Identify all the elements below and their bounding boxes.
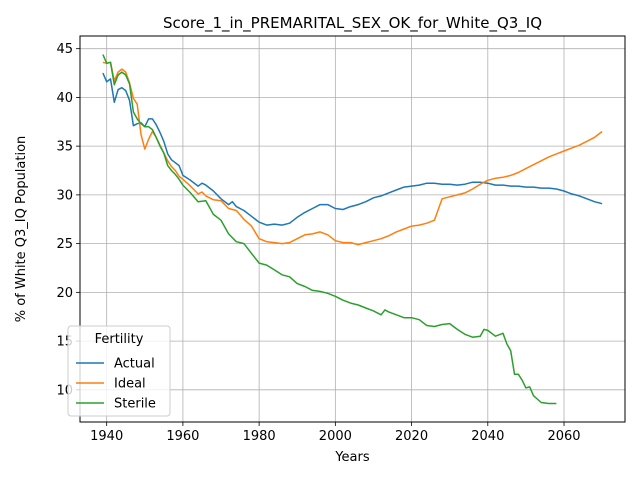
x-tick-label: 2000: [319, 429, 352, 444]
legend: Fertility Actual Ideal Sterile: [67, 325, 171, 417]
legend-box: [67, 325, 171, 417]
chart-title: Score_1_in_PREMARITAL_SEX_OK_for_White_Q…: [163, 14, 542, 33]
x-tick-label: 2060: [547, 429, 580, 444]
legend-title: Fertility: [95, 332, 144, 347]
y-tick-label: 30: [56, 188, 73, 203]
x-tick-label: 2020: [395, 429, 428, 444]
legend-label-ideal: Ideal: [114, 377, 146, 392]
x-tick-label: 2040: [471, 429, 504, 444]
x-tick-label: 1940: [90, 429, 123, 444]
y-axis-title: % of White Q3_IQ Population: [14, 136, 29, 323]
x-tick-label: 1960: [166, 429, 199, 444]
y-tick-label: 40: [56, 91, 73, 106]
legend-label-sterile: Sterile: [114, 397, 156, 412]
y-tick-label: 45: [56, 42, 73, 57]
x-axis-title: Years: [334, 450, 370, 465]
legend-items: Actual Ideal Sterile: [76, 357, 156, 412]
plot-frame: [79, 35, 626, 423]
x-tick-label: 1980: [243, 429, 276, 444]
x-axis: 1940 1960 1980 2000 2020 2040 2060: [90, 422, 581, 444]
series-line-sterile: [102, 54, 557, 405]
series-line-actual: [102, 72, 603, 226]
legend-label-actual: Actual: [114, 357, 155, 372]
y-tick-label: 20: [56, 286, 73, 301]
y-tick-label: 35: [56, 140, 73, 155]
series-lines: [102, 54, 603, 405]
y-tick-label: 25: [56, 237, 73, 252]
series-line-ideal: [102, 61, 603, 246]
